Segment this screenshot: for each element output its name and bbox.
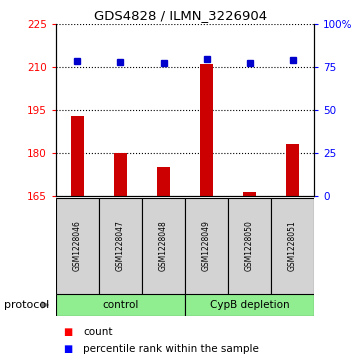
Bar — [286, 144, 299, 196]
Text: GSM1228049: GSM1228049 — [202, 220, 211, 272]
Bar — [228, 198, 271, 294]
Bar — [142, 198, 185, 294]
Bar — [157, 167, 170, 196]
Bar — [56, 198, 99, 294]
Text: GSM1228048: GSM1228048 — [159, 221, 168, 271]
Text: percentile rank within the sample: percentile rank within the sample — [83, 344, 259, 354]
Bar — [56, 294, 185, 316]
Text: GDS4828 / ILMN_3226904: GDS4828 / ILMN_3226904 — [94, 9, 267, 22]
Text: GSM1228046: GSM1228046 — [73, 220, 82, 272]
Bar — [99, 198, 142, 294]
Text: GSM1228050: GSM1228050 — [245, 220, 254, 272]
Text: protocol: protocol — [4, 300, 49, 310]
Text: GSM1228051: GSM1228051 — [288, 221, 297, 271]
Bar — [185, 198, 228, 294]
Bar — [200, 64, 213, 196]
Bar — [71, 115, 84, 196]
Text: ■: ■ — [63, 327, 73, 337]
Text: control: control — [102, 300, 139, 310]
Bar — [271, 198, 314, 294]
Bar — [185, 294, 314, 316]
Bar — [243, 192, 256, 196]
Text: GSM1228047: GSM1228047 — [116, 220, 125, 272]
Bar — [114, 153, 127, 196]
Text: CypB depletion: CypB depletion — [210, 300, 290, 310]
Text: count: count — [83, 327, 113, 337]
Text: ■: ■ — [63, 344, 73, 354]
